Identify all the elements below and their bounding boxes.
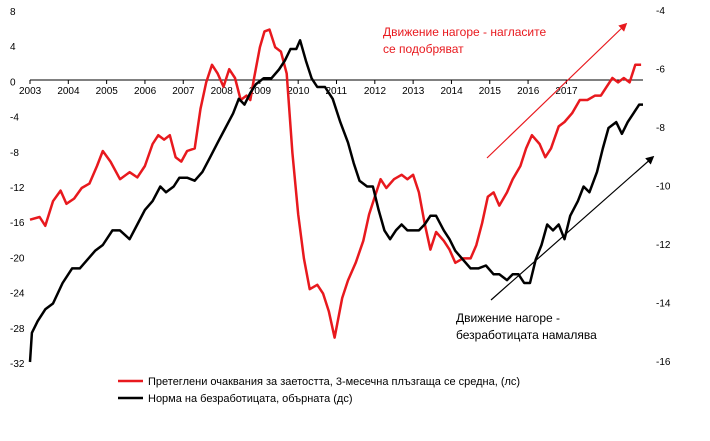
x-tick-label: 2010 bbox=[287, 86, 310, 97]
annotation-red-line-1: Движение нагоре - нагласите bbox=[383, 25, 546, 39]
annotation-red-line-2: се подобряват bbox=[383, 42, 464, 56]
y-right-tick-label: -4 bbox=[656, 6, 665, 17]
y-left-tick-label: -32 bbox=[10, 359, 25, 370]
y-left-tick-label: 0 bbox=[10, 77, 16, 88]
y-left-tick-label: -16 bbox=[10, 218, 25, 229]
y-left-tick-label: -4 bbox=[10, 113, 19, 124]
x-tick-label: 2016 bbox=[517, 86, 540, 97]
y-right-tick-label: -14 bbox=[656, 299, 671, 310]
chart-axes: 2003 2004 2005 2006 2007 2008 2009 2010 2011 2012… bbox=[10, 6, 671, 370]
x-tick-label: 2007 bbox=[172, 86, 195, 97]
x-tick-label: 2008 bbox=[211, 86, 234, 97]
y-right-tick-label: -16 bbox=[656, 357, 671, 368]
x-tick-label: 2011 bbox=[326, 86, 348, 97]
y-right-tick-label: -8 bbox=[656, 123, 665, 134]
x-tick-label: 2017 bbox=[555, 86, 578, 97]
chart-legend: Претеглени очаквания за заетостта, 3-мес… bbox=[118, 376, 520, 405]
x-tick-label: 2014 bbox=[440, 86, 463, 97]
y-left-tick-label: -28 bbox=[10, 324, 25, 335]
series-line-unemployment-inverted bbox=[28, 39, 643, 363]
series-line-employment-expectations bbox=[29, 28, 642, 339]
annotation-black-line-2: безработицата намалява bbox=[456, 328, 597, 342]
x-tick-label: 2012 bbox=[364, 86, 387, 97]
y-left-tick-label: -12 bbox=[10, 183, 25, 194]
legend-label-red: Претеглени очаквания за заетостта, 3-мес… bbox=[148, 376, 520, 388]
y-left-tick-label: 8 bbox=[10, 7, 16, 18]
y-right-tick-label: -6 bbox=[656, 65, 665, 76]
y-left-tick-label: 4 bbox=[10, 42, 16, 53]
y-left-tick-label: -8 bbox=[10, 148, 19, 159]
y-left-tick-label: -24 bbox=[10, 289, 25, 300]
annotation-black-line-1: Движение нагоре - bbox=[456, 311, 560, 325]
y-right-tick-label: -10 bbox=[656, 182, 671, 193]
x-tick-label: 2013 bbox=[402, 86, 425, 97]
legend-label-black: Норма на безработицата, обърната (дс) bbox=[148, 393, 353, 405]
x-tick-label: 2006 bbox=[134, 86, 157, 97]
x-tick-label: 2004 bbox=[57, 86, 80, 97]
y-left-tick-label: -20 bbox=[10, 253, 25, 264]
x-tick-label: 2003 bbox=[19, 86, 42, 97]
chart-series bbox=[28, 28, 643, 363]
y-right-tick-label: -12 bbox=[656, 240, 671, 251]
arrow-red bbox=[486, 22, 628, 159]
arrow-black bbox=[490, 155, 655, 301]
x-tick-label: 2009 bbox=[249, 86, 272, 97]
x-tick-label: 2015 bbox=[479, 86, 502, 97]
chart-annotations: Движение нагоре - нагласите се подобрява… bbox=[383, 22, 655, 342]
x-tick-label: 2005 bbox=[96, 86, 119, 97]
